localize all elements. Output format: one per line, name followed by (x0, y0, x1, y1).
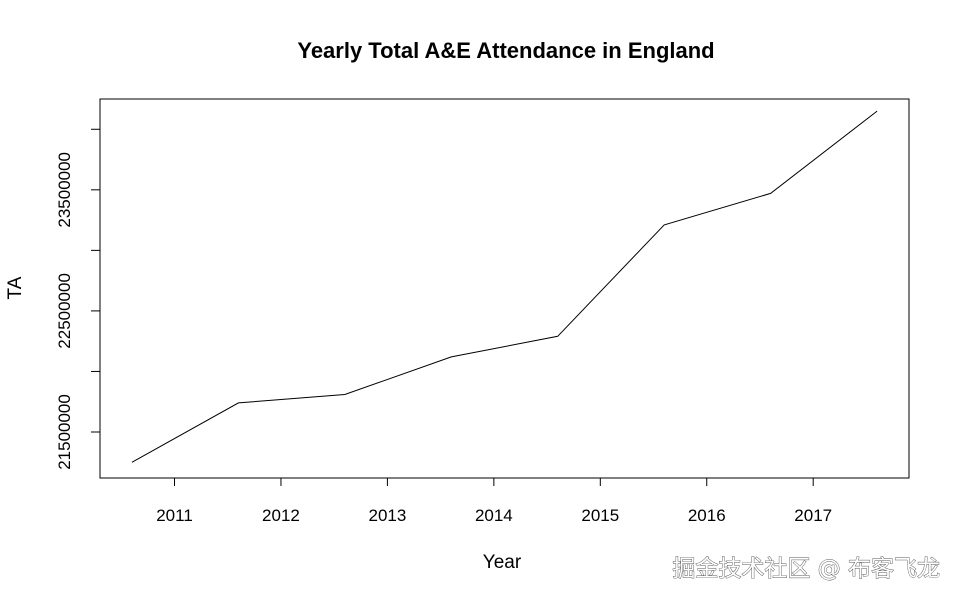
y-tick-label: 23500000 (55, 152, 74, 228)
y-tick-label: 22500000 (55, 273, 74, 349)
y-tick-label: 21500000 (55, 394, 74, 470)
x-tick-label: 2016 (688, 506, 726, 525)
x-axis: 2011 2012 2013 2014 2015 2016 2017 (156, 477, 832, 525)
plot-frame (99, 98, 910, 479)
watermark: 掘金技术社区 @ 布客飞龙 (672, 556, 940, 582)
x-tick-label: 2017 (794, 506, 832, 525)
chart-title: Yearly Total A&E Attendance in England (297, 38, 714, 63)
x-tick-label: 2015 (581, 506, 619, 525)
x-tick-label: 2013 (368, 506, 406, 525)
series-line (131, 110, 878, 463)
x-tick-label: 2012 (262, 506, 300, 525)
x-tick-label: 2014 (475, 506, 513, 525)
y-axis-label: TA (5, 276, 26, 299)
series-group (131, 110, 878, 463)
y-axis: 21500000 22500000 23500000 (55, 128, 101, 470)
x-tick-label: 2011 (156, 506, 193, 525)
x-axis-label: Year (483, 552, 522, 573)
